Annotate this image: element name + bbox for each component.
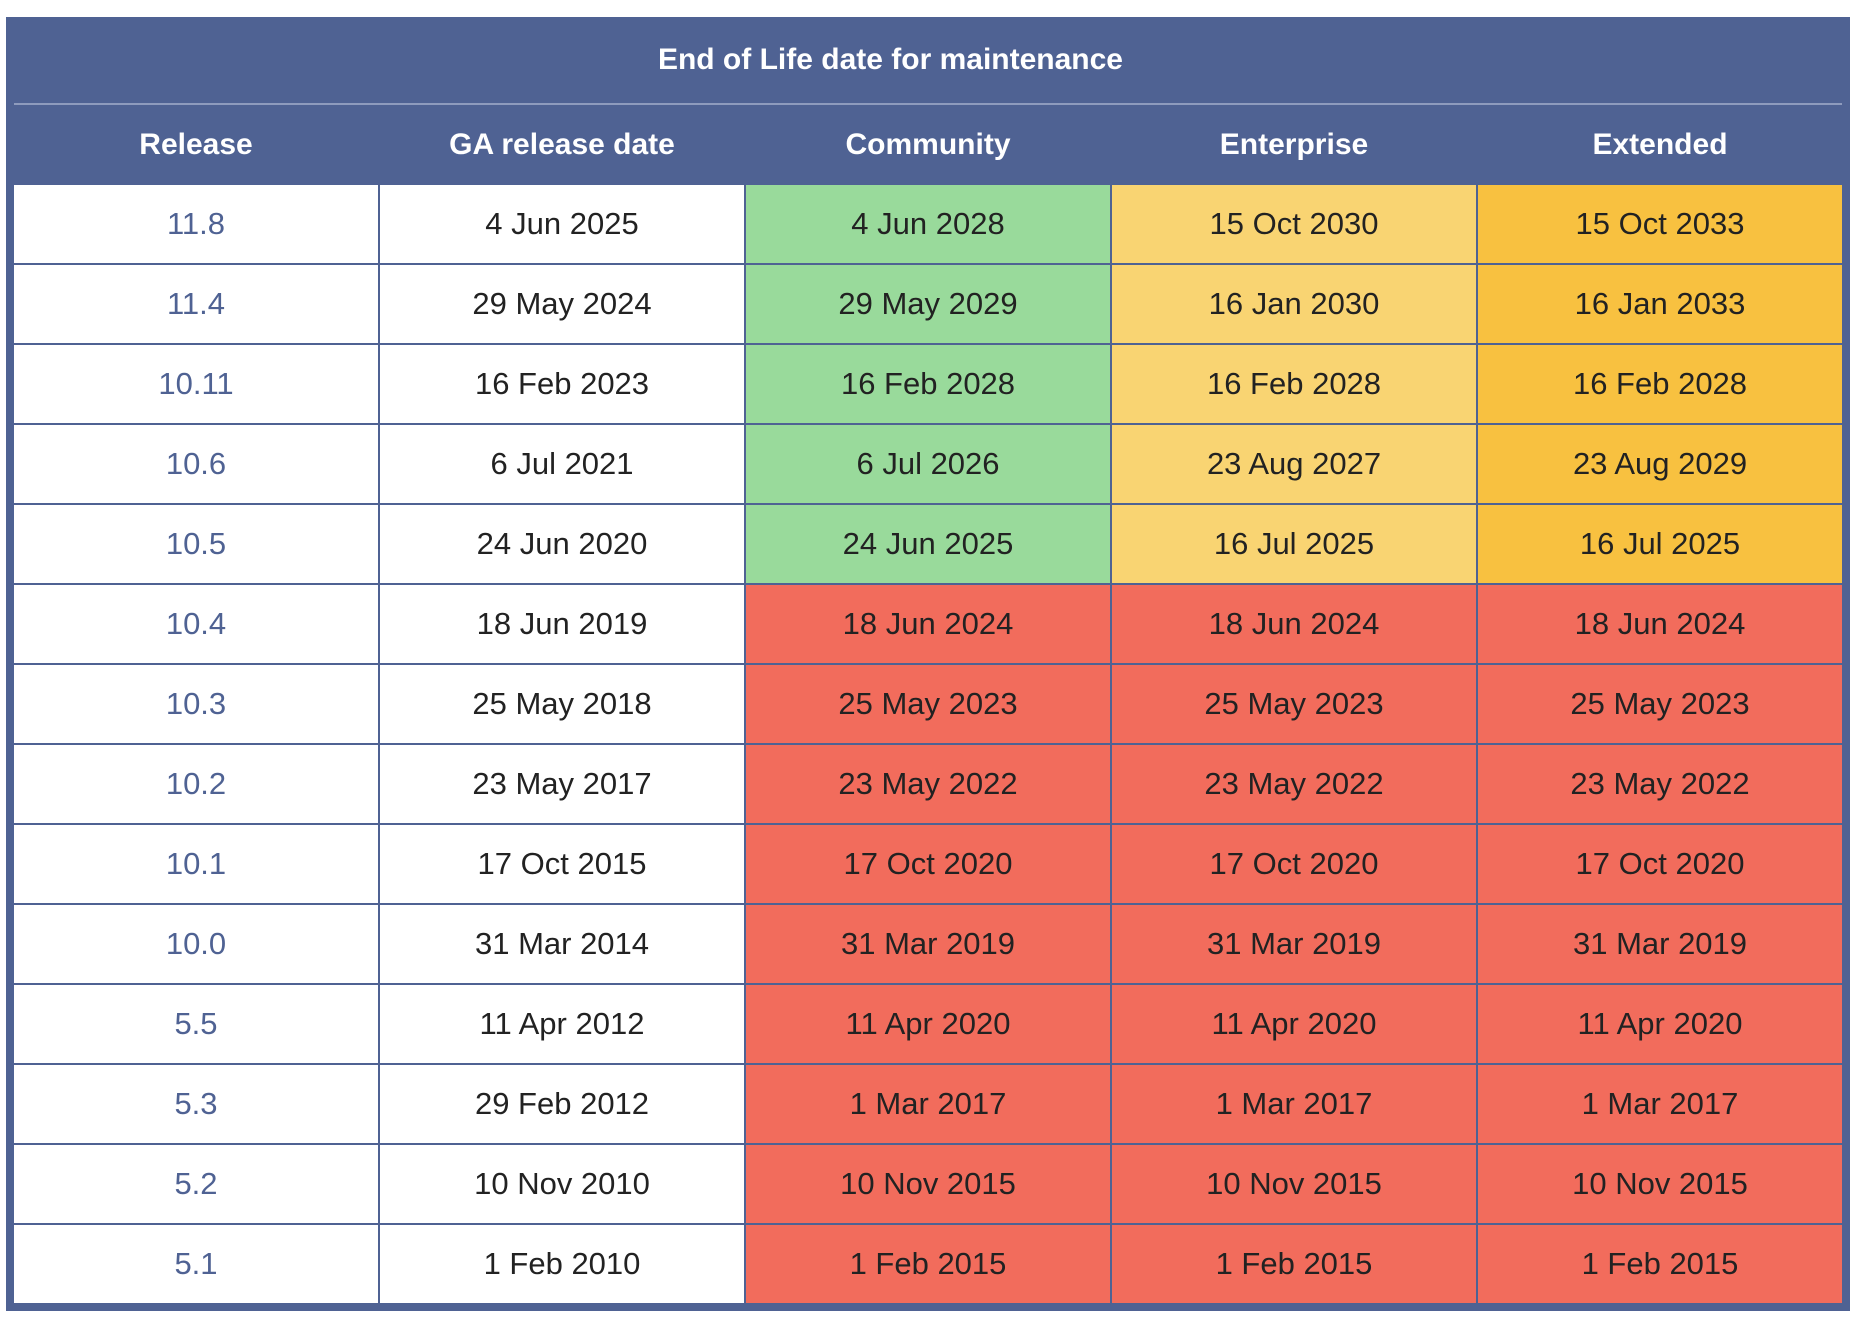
- enterprise-eol-cell: 10 Nov 2015: [1112, 1145, 1476, 1223]
- table-row: 10.2 23 May 2017 23 May 2022 23 May 2022 23 …: [14, 745, 1842, 823]
- extended-eol-cell: 16 Jan 2033: [1478, 265, 1842, 343]
- enterprise-eol-cell: 1 Feb 2015: [1112, 1225, 1476, 1303]
- extended-eol-cell: 23 May 2022: [1478, 745, 1842, 823]
- ga-date-cell: 29 May 2024: [380, 265, 744, 343]
- enterprise-eol-cell: 25 May 2023: [1112, 665, 1476, 743]
- extended-eol-cell: 16 Feb 2028: [1478, 345, 1842, 423]
- enterprise-eol-cell: 16 Jul 2025: [1112, 505, 1476, 583]
- community-eol-cell: 29 May 2029: [746, 265, 1110, 343]
- enterprise-eol-cell: 31 Mar 2019: [1112, 905, 1476, 983]
- extended-eol-cell: 18 Jun 2024: [1478, 585, 1842, 663]
- release-cell[interactable]: 10.6: [14, 425, 378, 503]
- ga-date-cell: 1 Feb 2010: [380, 1225, 744, 1303]
- table-row: 10.4 18 Jun 2019 18 Jun 2024 18 Jun 2024 18 …: [14, 585, 1842, 663]
- ga-date-cell: 18 Jun 2019: [380, 585, 744, 663]
- community-eol-cell: 17 Oct 2020: [746, 825, 1110, 903]
- group-header-label: End of Life date for maintenance: [657, 43, 1123, 76]
- enterprise-eol-cell: 15 Oct 2030: [1112, 185, 1476, 263]
- release-cell[interactable]: 5.5: [14, 985, 378, 1063]
- release-cell[interactable]: 10.0: [14, 905, 378, 983]
- extended-eol-cell: 1 Mar 2017: [1478, 1065, 1842, 1143]
- community-eol-cell: 25 May 2023: [746, 665, 1110, 743]
- release-cell[interactable]: 5.3: [14, 1065, 378, 1143]
- ga-date-cell: 29 Feb 2012: [380, 1065, 744, 1143]
- ga-date-cell: 4 Jun 2025: [380, 185, 744, 263]
- community-eol-cell: 18 Jun 2024: [746, 585, 1110, 663]
- community-eol-cell: 16 Feb 2028: [746, 345, 1110, 423]
- community-eol-cell: 24 Jun 2025: [746, 505, 1110, 583]
- table-row: 10.11 16 Feb 2023 16 Feb 2028 16 Feb 2028 16…: [14, 345, 1842, 423]
- enterprise-eol-cell: 23 Aug 2027: [1112, 425, 1476, 503]
- community-eol-cell: 6 Jul 2026: [746, 425, 1110, 503]
- extended-eol-cell: 10 Nov 2015: [1478, 1145, 1842, 1223]
- header-community: Community: [845, 128, 1011, 161]
- release-cell[interactable]: 5.1: [14, 1225, 378, 1303]
- release-cell[interactable]: 11.8: [14, 185, 378, 263]
- enterprise-eol-cell: 1 Mar 2017: [1112, 1065, 1476, 1143]
- table-row: 5.2 10 Nov 2010 10 Nov 2015 10 Nov 2015 10 N…: [14, 1145, 1842, 1223]
- ga-date-cell: 10 Nov 2010: [380, 1145, 744, 1223]
- enterprise-eol-cell: 18 Jun 2024: [1112, 585, 1476, 663]
- table-body: 11.8 4 Jun 2025 4 Jun 2028 15 Oct 2030 15 Oc…: [14, 185, 1842, 1303]
- ga-date-cell: 6 Jul 2021: [380, 425, 744, 503]
- table-row: 10.3 25 May 2018 25 May 2023 25 May 2023 25 …: [14, 665, 1842, 743]
- release-cell[interactable]: 10.5: [14, 505, 378, 583]
- release-cell[interactable]: 10.3: [14, 665, 378, 743]
- extended-eol-cell: 15 Oct 2033: [1478, 185, 1842, 263]
- community-eol-cell: 11 Apr 2020: [746, 985, 1110, 1063]
- ga-date-cell: 17 Oct 2015: [380, 825, 744, 903]
- table-row: 10.0 31 Mar 2014 31 Mar 2019 31 Mar 2019 31 …: [14, 905, 1842, 983]
- release-cell[interactable]: 11.4: [14, 265, 378, 343]
- enterprise-eol-cell: 17 Oct 2020: [1112, 825, 1476, 903]
- extended-eol-cell: 16 Jul 2025: [1478, 505, 1842, 583]
- ga-date-cell: 16 Feb 2023: [380, 345, 744, 423]
- table-row: 5.1 1 Feb 2010 1 Feb 2015 1 Feb 2015 1 Feb 2…: [14, 1225, 1842, 1303]
- enterprise-eol-cell: 11 Apr 2020: [1112, 985, 1476, 1063]
- header-ga-release-date: GA release date: [449, 128, 675, 161]
- release-cell[interactable]: 5.2: [14, 1145, 378, 1223]
- community-eol-cell: 4 Jun 2028: [746, 185, 1110, 263]
- header-release: Release: [139, 128, 253, 161]
- table-row: 5.3 29 Feb 2012 1 Mar 2017 1 Mar 2017 1 Mar …: [14, 1065, 1842, 1143]
- release-cell[interactable]: 10.1: [14, 825, 378, 903]
- community-eol-cell: 10 Nov 2015: [746, 1145, 1110, 1223]
- table-row: 5.5 11 Apr 2012 11 Apr 2020 11 Apr 2020 11 A…: [14, 985, 1842, 1063]
- extended-eol-cell: 11 Apr 2020: [1478, 985, 1842, 1063]
- enterprise-eol-cell: 16 Feb 2028: [1112, 345, 1476, 423]
- table-row: 10.1 17 Oct 2015 17 Oct 2020 17 Oct 2020 17 …: [14, 825, 1842, 903]
- ga-date-cell: 24 Jun 2020: [380, 505, 744, 583]
- ga-date-cell: 25 May 2018: [380, 665, 744, 743]
- extended-eol-cell: 1 Feb 2015: [1478, 1225, 1842, 1303]
- extended-eol-cell: 25 May 2023: [1478, 665, 1842, 743]
- ga-date-cell: 31 Mar 2014: [380, 905, 744, 983]
- table-row: 10.6 6 Jul 2021 6 Jul 2026 23 Aug 2027 23 Au…: [14, 425, 1842, 503]
- header-extended: Extended: [1592, 128, 1728, 161]
- eol-table: End of Life date for maintenance Release…: [6, 17, 1850, 1311]
- header-enterprise: Enterprise: [1219, 128, 1369, 161]
- ga-date-cell: 11 Apr 2012: [380, 985, 744, 1063]
- extended-eol-cell: 23 Aug 2029: [1478, 425, 1842, 503]
- release-cell[interactable]: 10.11: [14, 345, 378, 423]
- community-eol-cell: 1 Mar 2017: [746, 1065, 1110, 1143]
- ga-date-cell: 23 May 2017: [380, 745, 744, 823]
- community-eol-cell: 31 Mar 2019: [746, 905, 1110, 983]
- enterprise-eol-cell: 23 May 2022: [1112, 745, 1476, 823]
- extended-eol-cell: 17 Oct 2020: [1478, 825, 1842, 903]
- community-eol-cell: 23 May 2022: [746, 745, 1110, 823]
- table-row: 10.5 24 Jun 2020 24 Jun 2025 16 Jul 2025 16 …: [14, 505, 1842, 583]
- extended-eol-cell: 31 Mar 2019: [1478, 905, 1842, 983]
- column-header-row: Release GA release date Community Enterp…: [6, 105, 1850, 185]
- table-row: 11.8 4 Jun 2025 4 Jun 2028 15 Oct 2030 15 Oc…: [14, 185, 1842, 263]
- table-row: 11.4 29 May 2024 29 May 2029 16 Jan 2030 16 …: [14, 265, 1842, 343]
- group-header-row: End of Life date for maintenance: [6, 17, 1850, 103]
- release-cell[interactable]: 10.2: [14, 745, 378, 823]
- community-eol-cell: 1 Feb 2015: [746, 1225, 1110, 1303]
- enterprise-eol-cell: 16 Jan 2030: [1112, 265, 1476, 343]
- release-cell[interactable]: 10.4: [14, 585, 378, 663]
- header-divider: [14, 103, 1842, 105]
